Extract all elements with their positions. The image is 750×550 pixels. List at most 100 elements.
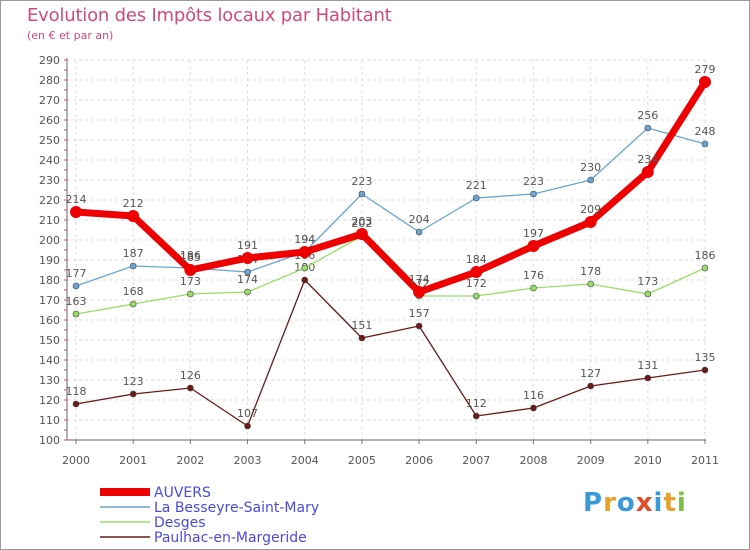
logo-letter: P [583, 488, 604, 518]
logo-letter: o [616, 488, 636, 518]
data-point-paulhac-en-margeride [72, 400, 80, 408]
y-tick-label-100: 100 [39, 434, 60, 447]
chart-subtitle: (en € et par an) [27, 29, 114, 42]
x-tick-label-2005: 2005 [348, 454, 376, 467]
y-tick-label-120: 120 [39, 394, 60, 407]
data-point-paulhac-en-margeride [644, 374, 652, 382]
data-point-paulhac-en-margeride [244, 422, 251, 430]
data-point-auvers [70, 206, 82, 218]
y-tick-label-230: 230 [39, 174, 60, 187]
data-point-la-besseyre-saint-mary [129, 262, 137, 270]
data-point-paulhac-en-margeride [301, 276, 309, 284]
series-line-paulhac-en-margeride [75, 279, 706, 427]
data-label-paulhac-en-margeride: 118 [66, 385, 87, 398]
y-tick-label-250: 250 [39, 134, 60, 147]
data-label-auvers: 185 [180, 251, 201, 264]
data-point-desges [187, 290, 194, 298]
data-label-desges: 163 [66, 295, 87, 308]
legend-label-la-besseyre-saint-mary: La Besseyre-Saint-Mary [154, 500, 319, 516]
data-label-auvers: 203 [351, 215, 372, 228]
x-tick-label-2002: 2002 [176, 454, 204, 467]
data-label-paulhac-en-margeride: 151 [351, 319, 372, 332]
data-label-auvers: 212 [123, 197, 144, 210]
y-tick-label-270: 270 [39, 94, 60, 107]
data-label-la-besseyre-saint-mary: 248 [695, 125, 716, 138]
data-label-desges: 202 [351, 217, 372, 230]
x-tick-label-2007: 2007 [462, 454, 490, 467]
data-point-paulhac-en-margeride [587, 382, 594, 390]
y-tick-label-150: 150 [39, 334, 60, 347]
x-tick-label-2004: 2004 [291, 454, 319, 467]
logo-letter: i [653, 488, 664, 518]
data-point-auvers [184, 264, 197, 276]
data-label-desges: 186 [695, 249, 716, 262]
data-label-la-besseyre-saint-mary: 177 [66, 267, 87, 280]
legend-label-desges: Desges [154, 515, 205, 531]
data-label-auvers: 191 [237, 239, 258, 252]
data-point-desges [301, 264, 309, 272]
legend-label-paulhac-en-margeride: Paulhac-en-Margeride [154, 530, 307, 546]
data-label-la-besseyre-saint-mary: 223 [351, 175, 372, 188]
data-label-la-besseyre-saint-mary: 256 [637, 109, 658, 122]
x-tick-label-2001: 2001 [119, 454, 147, 467]
data-point-desges [72, 310, 80, 318]
y-tick-label-160: 160 [39, 314, 60, 327]
data-label-paulhac-en-margeride: 116 [523, 389, 544, 402]
data-point-la-besseyre-saint-mary [244, 268, 251, 276]
data-label-desges: 168 [123, 285, 144, 298]
x-tick-label-2003: 2003 [234, 454, 262, 467]
data-point-auvers [298, 246, 311, 258]
data-label-desges: 176 [523, 269, 544, 282]
data-point-auvers [641, 166, 654, 178]
data-label-la-besseyre-saint-mary: 194 [294, 233, 315, 246]
data-label-auvers: 214 [66, 193, 87, 206]
data-point-desges [472, 292, 480, 300]
data-label-auvers: 234 [637, 153, 658, 166]
data-point-la-besseyre-saint-mary [72, 282, 80, 290]
y-tick-label-140: 140 [39, 354, 60, 367]
data-point-paulhac-en-margeride [187, 384, 194, 392]
data-point-desges [701, 264, 709, 272]
x-tick-label-2011: 2011 [691, 454, 719, 467]
data-label-la-besseyre-saint-mary: 186 [180, 249, 201, 262]
data-label-auvers: 279 [695, 63, 716, 76]
series-line-auvers [72, 78, 709, 296]
data-point-desges [644, 290, 652, 298]
data-label-paulhac-en-margeride: 127 [580, 367, 601, 380]
data-point-paulhac-en-margeride [530, 404, 537, 412]
data-label-la-besseyre-saint-mary: 204 [409, 213, 430, 226]
proxiti-logo: Proxiti [583, 488, 687, 518]
y-tick-label-220: 220 [39, 194, 60, 207]
data-point-auvers [527, 240, 540, 252]
data-label-auvers: 194 [294, 233, 315, 246]
chart-title: Evolution des Impôts locaux par Habitant [27, 5, 392, 26]
data-point-desges [530, 284, 537, 292]
data-point-auvers [413, 286, 426, 298]
data-point-la-besseyre-saint-mary [472, 194, 480, 202]
data-label-auvers: 197 [523, 227, 544, 240]
logo-letter: t [663, 488, 677, 518]
data-point-paulhac-en-margeride [701, 366, 709, 374]
y-tick-label-180: 180 [39, 274, 60, 287]
data-label-la-besseyre-saint-mary: 221 [466, 179, 487, 192]
data-point-auvers [241, 252, 254, 264]
data-point-desges [129, 300, 137, 308]
data-point-la-besseyre-saint-mary [644, 124, 652, 132]
data-label-paulhac-en-margeride: 123 [123, 375, 144, 388]
data-point-paulhac-en-margeride [129, 390, 137, 398]
data-label-la-besseyre-saint-mary: 187 [123, 247, 144, 260]
data-label-auvers: 184 [466, 253, 487, 266]
data-point-paulhac-en-margeride [415, 322, 423, 330]
data-label-auvers: 174 [409, 273, 430, 286]
data-label-desges: 173 [180, 275, 201, 288]
data-label-paulhac-en-margeride: 126 [180, 369, 201, 382]
x-tick-label-2006: 2006 [405, 454, 433, 467]
data-point-desges [244, 288, 251, 296]
y-tick-label-170: 170 [39, 294, 60, 307]
y-tick-label-130: 130 [39, 374, 60, 387]
data-point-la-besseyre-saint-mary [415, 228, 423, 236]
data-label-la-besseyre-saint-mary: 223 [523, 175, 544, 188]
data-label-paulhac-en-margeride: 135 [695, 351, 716, 364]
data-point-auvers [699, 76, 711, 88]
